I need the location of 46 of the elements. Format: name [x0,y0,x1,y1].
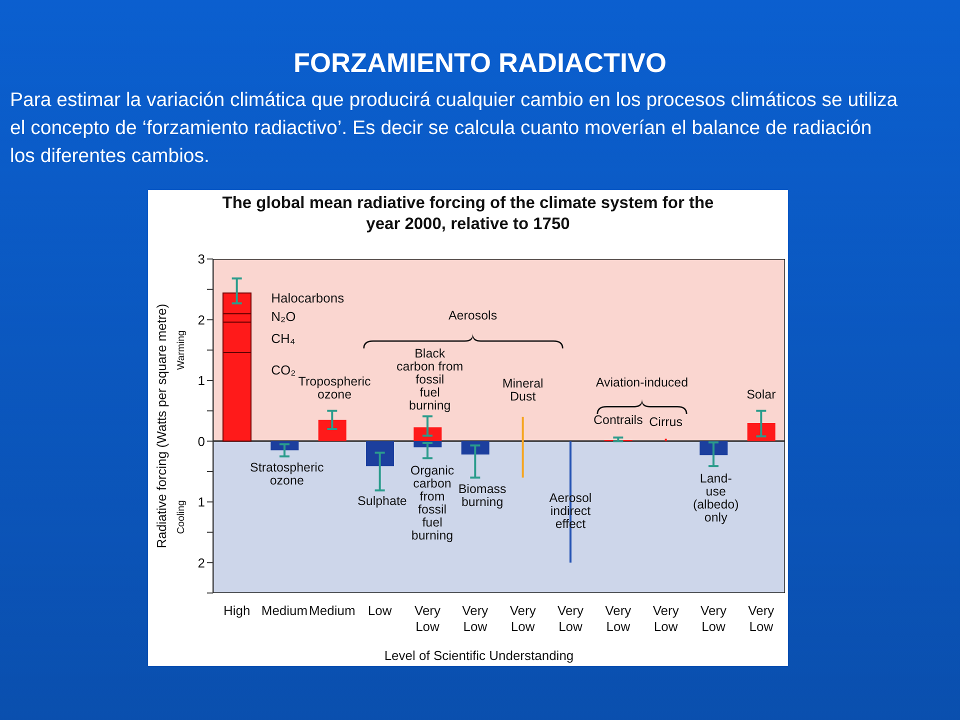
annotation: Organic carbon from fossil fuel burning [410,464,454,543]
text: The global mean radiative forcing of the climate system for the year 2000, relative to 1750 [221,193,715,235]
bar [414,427,442,442]
annotation: Sulphate [358,494,407,508]
x-tick-label: Low [368,603,392,618]
x-tick-label: High [223,603,250,618]
series-label: Halocarbons [271,290,345,306]
x-tick-label: Medium [261,603,308,618]
y-tick-label: 0 [198,434,205,449]
annotation: Cirrus [649,415,683,429]
series-label: CO₂ [271,362,296,378]
y-tick-label: 1 [198,494,205,510]
bar [366,441,394,466]
x-tick-label: Very Low [557,603,584,634]
x-tick-label: Very Low [414,603,442,634]
chart-subtitle: Para estimar la variación climática que producirá cualquier cambio en los procesos climáticos se utiliza el concepto de ‘forzamiento radiactivo’. Es decir se calcula cuanto moverían el balance de radiación los diferentes cambios. [10,88,899,169]
y-tick-label: 2 [198,555,205,570]
x-axis-title: Level of Scientific Understanding [384,648,574,663]
annotation: Contrails [594,413,643,428]
annotation: Aviation-induced [596,376,688,390]
band-label: Cooling [176,500,187,534]
y-tick-label: 3 [198,252,205,267]
bar [522,416,524,478]
annotation: Land- use (albedo) only [692,471,739,524]
annotation: Stratospheric ozone [250,460,324,488]
x-tick-label: Very Low [605,603,632,634]
x-tick-label: Very Low [700,603,728,634]
x-tick-label: Very Low [652,603,680,634]
annotation: Tropospheric ozone [298,374,371,402]
annotation: Aerosols [448,308,498,323]
annotation: Black carbon from fossil fuel burning [396,346,464,412]
series-label: CH₄ [271,330,296,346]
series-label: N₂O [271,308,296,324]
annotation: Mineral Dust [502,376,544,404]
annotation: Solar [746,388,776,402]
band-label: Warming [176,330,187,370]
annotation: Biomass burning [458,482,506,509]
chart-title: FORZAMIENTO RADIACTIVO [292,48,668,79]
bar [318,420,346,442]
y-tick-label: 1 [198,373,205,388]
x-tick-label: Medium [309,603,356,618]
y-tick-label: 2 [198,312,205,328]
x-tick-label: Very Low [748,603,775,634]
y-axis-title: Radiative forcing (Watts per square metre) [154,304,169,548]
x-tick-label: Very Low [510,603,536,634]
x-tick-label: Very Low [462,603,489,634]
